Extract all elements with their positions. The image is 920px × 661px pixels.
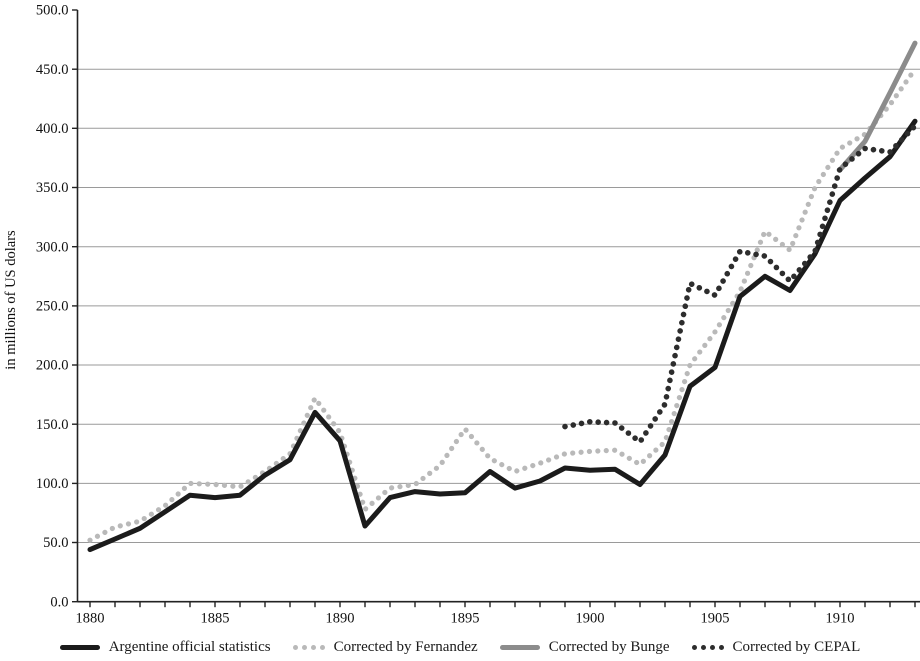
gridlines	[77, 68, 920, 543]
legend-label-cepal: Corrected by CEPAL	[732, 639, 861, 655]
legend-item-official: Argentine official statistics	[59, 639, 271, 656]
legend-item-bunge: Corrected by Bunge	[499, 639, 670, 656]
x-tick-label: 1885	[201, 611, 230, 627]
solid-gray-line-marker	[499, 645, 540, 650]
y-tick-label: 150.0	[36, 417, 69, 433]
y-axis-labels: 0.0 50.0 100.0 150.0 200.0 250.0 300.0 350.0 400…	[36, 3, 78, 610]
series-1-dotted-path	[87, 66, 918, 543]
y-tick-label: 350.0	[36, 180, 69, 196]
legend-item-fernandez: Corrected by Fernandez	[292, 639, 478, 656]
y-tick-label: 500.0	[36, 3, 69, 19]
y-tick-label: 400.0	[36, 121, 69, 137]
legend-item-cepal: Corrected by CEPAL	[691, 639, 861, 656]
legend-label-official: Argentine official statistics	[108, 639, 271, 655]
y-tick-label: 450.0	[36, 62, 69, 78]
y-tick-label: 0.0	[50, 594, 68, 610]
series-3-dotted-path	[562, 123, 918, 445]
light-dots-marker	[292, 645, 325, 650]
solid-black-line-marker	[59, 645, 100, 650]
y-axis-title: in millions of US dolars	[3, 230, 19, 370]
y-tick-label: 200.0	[36, 358, 69, 374]
dark-dots-marker	[691, 645, 724, 650]
y-tick-label: 300.0	[36, 239, 69, 255]
x-axis-labels: 1880 1885 1890 1895 1900 1905 1910	[76, 601, 916, 627]
x-tick-label: 1905	[701, 611, 730, 627]
series-0-solid-path	[87, 118, 918, 553]
series-group	[87, 40, 918, 553]
x-tick-label: 1890	[326, 611, 355, 627]
x-tick-label: 1910	[826, 611, 855, 627]
legend-label-bunge: Corrected by Bunge	[548, 639, 670, 655]
y-tick-label: 100.0	[36, 476, 69, 492]
y-tick-label: 50.0	[43, 535, 68, 551]
chart-legend: Argentine official statistics Corrected …	[0, 639, 920, 656]
legend-label-fernandez: Corrected by Fernandez	[333, 639, 478, 655]
series-2-solid-path	[837, 40, 918, 173]
x-tick-label: 1880	[76, 611, 105, 627]
x-tick-label: 1895	[451, 611, 480, 627]
x-tick-label: 1900	[576, 611, 605, 627]
y-tick-label: 250.0	[36, 299, 69, 315]
